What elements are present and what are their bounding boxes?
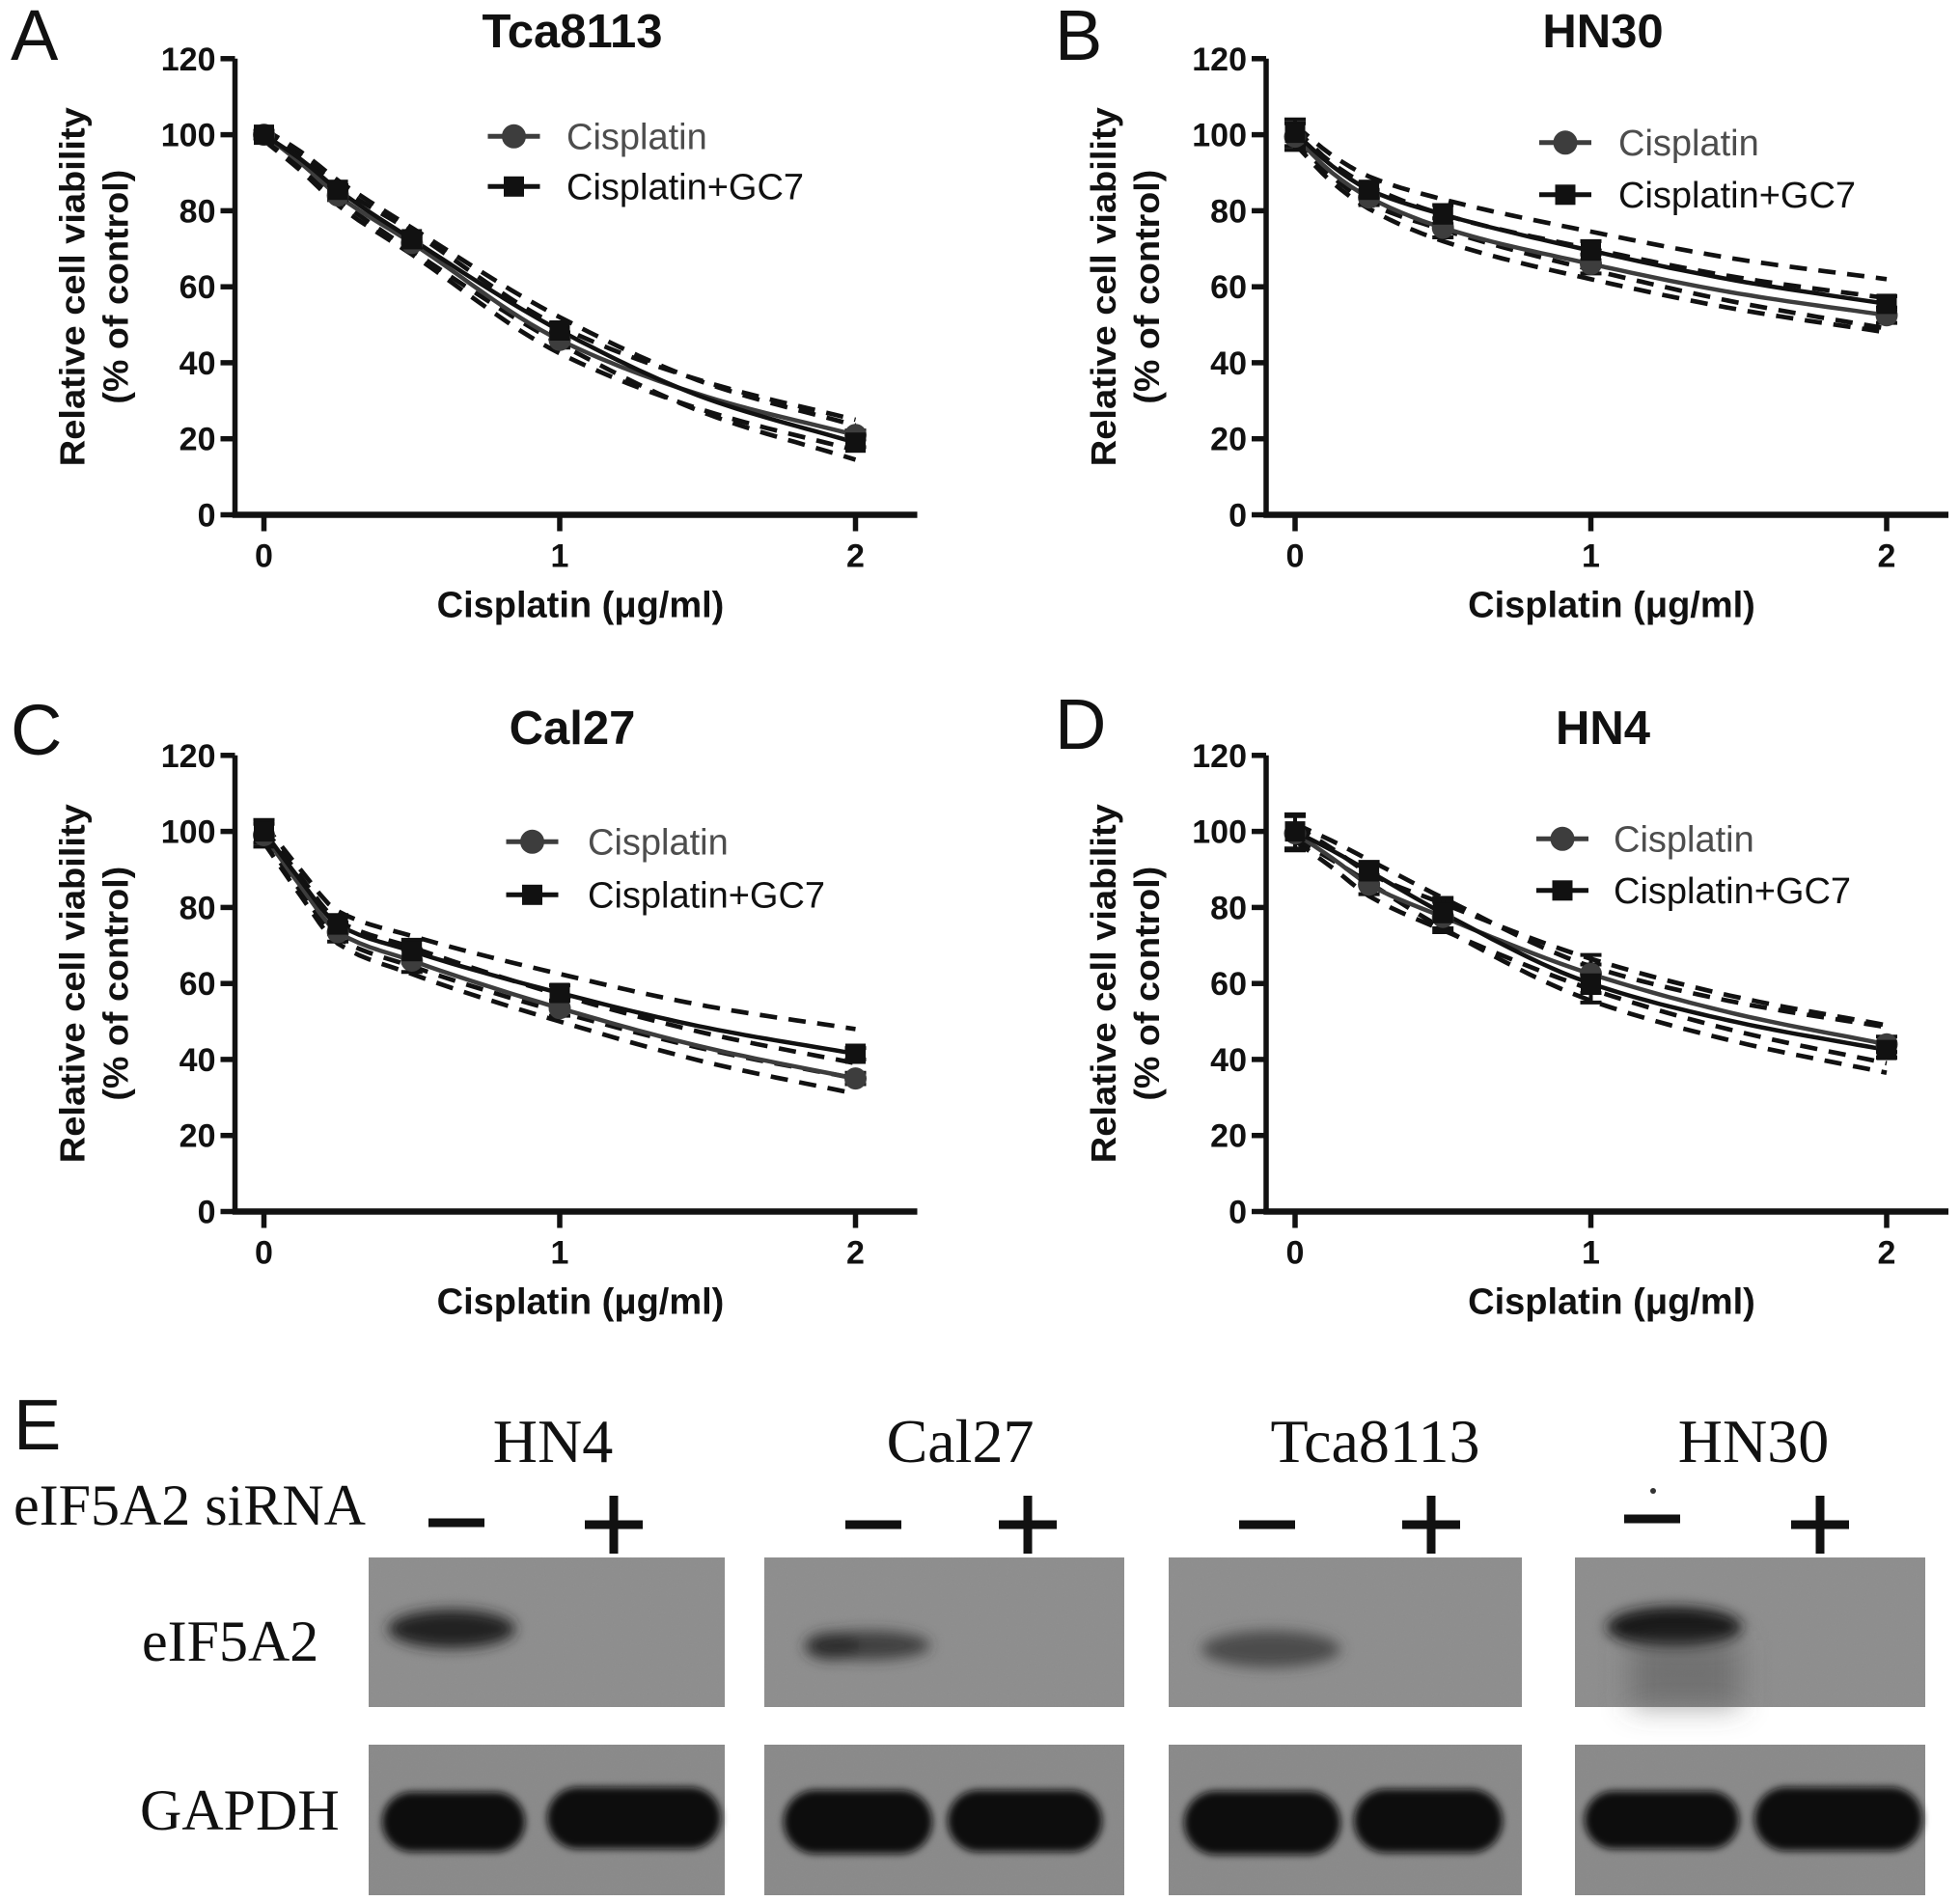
svg-text:Cal27: Cal27 <box>887 1407 1035 1475</box>
svg-text:eIF5A2: eIF5A2 <box>142 1610 318 1673</box>
svg-text:0: 0 <box>255 1235 273 1272</box>
svg-text:Cisplatin (μg/ml): Cisplatin (μg/ml) <box>1468 586 1755 626</box>
svg-text:Cisplatin+GC7: Cisplatin+GC7 <box>1618 176 1856 216</box>
svg-text:2: 2 <box>1878 1235 1896 1272</box>
svg-text:HN4: HN4 <box>493 1407 613 1475</box>
svg-text:40: 40 <box>1210 345 1247 382</box>
svg-text:40: 40 <box>179 345 216 382</box>
svg-text:Relative cell viability: Relative cell viability <box>53 107 93 466</box>
svg-text:HN30: HN30 <box>1542 6 1663 58</box>
svg-text:120: 120 <box>161 738 216 775</box>
svg-text:2: 2 <box>1878 538 1896 575</box>
svg-text:0: 0 <box>1228 498 1247 535</box>
svg-text:60: 60 <box>179 269 216 306</box>
svg-text:A: A <box>11 0 59 75</box>
svg-text:Relative cell viability: Relative cell viability <box>53 804 93 1163</box>
svg-text:1: 1 <box>1582 538 1600 575</box>
svg-text:(% of control): (% of control) <box>1127 170 1167 404</box>
svg-text:Cisplatin (μg/ml): Cisplatin (μg/ml) <box>437 586 725 626</box>
svg-text:(% of control): (% of control) <box>1127 867 1167 1101</box>
svg-text:2: 2 <box>846 1235 865 1272</box>
svg-text:Cisplatin: Cisplatin <box>566 117 707 157</box>
svg-text:20: 20 <box>179 422 216 458</box>
svg-text:Cisplatin (μg/ml): Cisplatin (μg/ml) <box>437 1282 725 1323</box>
svg-text:40: 40 <box>1210 1042 1247 1079</box>
svg-text:40: 40 <box>179 1042 216 1079</box>
svg-text:Cisplatin: Cisplatin <box>1614 819 1754 860</box>
svg-text:20: 20 <box>1210 422 1247 458</box>
svg-text:HN30: HN30 <box>1678 1407 1829 1475</box>
svg-text:1: 1 <box>551 1235 569 1272</box>
svg-text:1: 1 <box>551 538 569 575</box>
svg-text:GAPDH: GAPDH <box>140 1778 340 1842</box>
svg-text:Cisplatin: Cisplatin <box>588 822 729 863</box>
svg-text:100: 100 <box>1192 814 1247 851</box>
svg-text:0: 0 <box>198 498 216 535</box>
svg-text:100: 100 <box>161 118 216 154</box>
svg-text:80: 80 <box>179 193 216 230</box>
svg-text:HN4: HN4 <box>1556 703 1650 755</box>
svg-text:Cisplatin+GC7: Cisplatin+GC7 <box>566 167 804 207</box>
svg-text:(% of control): (% of control) <box>97 170 136 404</box>
svg-text:Relative cell viability: Relative cell viability <box>1084 107 1123 466</box>
svg-text:120: 120 <box>1192 41 1247 78</box>
svg-text:D: D <box>1055 684 1106 764</box>
svg-text:B: B <box>1055 0 1102 75</box>
svg-text:60: 60 <box>1210 269 1247 306</box>
svg-text:80: 80 <box>1210 193 1247 230</box>
svg-text:80: 80 <box>1210 890 1247 926</box>
svg-text:Cisplatin+GC7: Cisplatin+GC7 <box>1614 871 1851 912</box>
svg-text:1: 1 <box>1582 1235 1600 1272</box>
svg-text:Tca8113: Tca8113 <box>1270 1407 1479 1475</box>
svg-text:0: 0 <box>1228 1195 1247 1231</box>
svg-text:60: 60 <box>1210 966 1247 1003</box>
svg-text:120: 120 <box>161 41 216 78</box>
svg-text:60: 60 <box>179 966 216 1003</box>
svg-text:Tca8113: Tca8113 <box>482 6 662 58</box>
svg-text:80: 80 <box>179 890 216 926</box>
svg-text:20: 20 <box>179 1118 216 1155</box>
svg-text:100: 100 <box>161 814 216 851</box>
svg-text:Cal27: Cal27 <box>510 703 636 755</box>
svg-text:100: 100 <box>1192 118 1247 154</box>
svg-text:eIF5A2 siRNA: eIF5A2 siRNA <box>14 1474 366 1537</box>
svg-text:Cisplatin: Cisplatin <box>1618 124 1759 164</box>
svg-text:0: 0 <box>198 1195 216 1231</box>
svg-text:2: 2 <box>846 538 865 575</box>
svg-text:C: C <box>11 690 62 770</box>
svg-text:20: 20 <box>1210 1118 1247 1155</box>
svg-text:0: 0 <box>1286 1235 1305 1272</box>
svg-text:Cisplatin+GC7: Cisplatin+GC7 <box>588 875 825 916</box>
svg-text:Relative cell viability: Relative cell viability <box>1084 804 1123 1163</box>
svg-text:120: 120 <box>1192 738 1247 775</box>
svg-text:(% of control): (% of control) <box>97 867 136 1101</box>
svg-text:E: E <box>14 1385 61 1465</box>
svg-text:0: 0 <box>1286 538 1305 575</box>
svg-text:0: 0 <box>255 538 273 575</box>
svg-text:Cisplatin (μg/ml): Cisplatin (μg/ml) <box>1468 1282 1755 1323</box>
